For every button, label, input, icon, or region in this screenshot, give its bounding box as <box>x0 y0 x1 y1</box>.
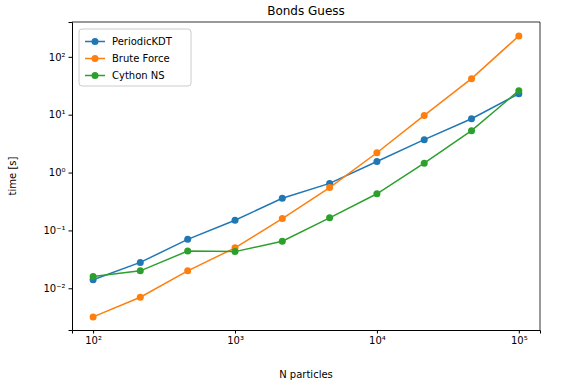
legend: PeriodicKDT Brute Force Cython NS <box>79 29 191 86</box>
legend-marker <box>92 72 99 79</box>
series-line <box>93 94 519 280</box>
series-marker <box>468 115 475 122</box>
series-marker <box>326 214 333 221</box>
y-axis: 10⁻² 10⁻¹ 10⁰ 10¹ 10² <box>43 23 72 331</box>
x-tick: 10⁵ <box>511 330 528 346</box>
x-tick-label: 10⁴ <box>369 335 386 346</box>
series-marker <box>373 149 380 156</box>
y-tick-label: 10⁻² <box>43 283 65 294</box>
x-axis-title: N particles <box>279 369 333 380</box>
plot-area: 10² 10³ 10⁴ 10⁵ 10⁻² 10⁻¹ 10⁰ 10¹ 10² PeriodicKDT… <box>43 22 540 346</box>
series-marker <box>373 158 380 165</box>
x-tick-mark <box>377 330 378 334</box>
x-tick-label: 10² <box>85 335 102 346</box>
y-tick: 10² <box>49 52 72 63</box>
legend-label: Cython NS <box>112 70 165 81</box>
y-tick: 10⁰ <box>49 167 72 178</box>
y-tick-label: 10² <box>49 52 66 63</box>
series-marker <box>421 136 428 143</box>
legend-item: Brute Force <box>85 53 170 64</box>
x-axis: 10² 10³ 10⁴ 10⁵ <box>73 330 541 346</box>
series-marker <box>421 112 428 119</box>
series-marker <box>515 87 522 94</box>
x-tick-label: 10⁵ <box>511 335 528 346</box>
series-marker <box>137 267 144 274</box>
y-tick-mark <box>69 288 73 289</box>
y-tick: 10⁻¹ <box>43 225 72 236</box>
chart: 10² 10³ 10⁴ 10⁵ 10⁻² 10⁻¹ 10⁰ 10¹ 10² PeriodicKDT… <box>0 0 578 388</box>
y-axis-line <box>69 23 73 331</box>
legend-label: PeriodicKDT <box>112 36 173 47</box>
series-marker <box>232 248 239 255</box>
x-tick-mark <box>235 330 236 334</box>
series-marker <box>279 195 286 202</box>
series-marker <box>279 215 286 222</box>
y-tick-mark <box>69 230 73 231</box>
y-tick-label: 10¹ <box>49 109 66 120</box>
y-tick: 10⁻² <box>43 283 72 294</box>
legend-marker <box>92 38 99 45</box>
x-tick-label: 10³ <box>227 335 244 346</box>
x-axis-line <box>73 331 541 334</box>
series-marker <box>137 259 144 266</box>
series-marker <box>184 267 191 274</box>
y-tick: 10¹ <box>49 109 72 120</box>
series-marker <box>421 160 428 167</box>
frame-right <box>540 22 541 330</box>
series-marker <box>90 273 97 280</box>
series-marker <box>373 190 380 197</box>
series-line <box>93 91 519 277</box>
x-tick: 10⁴ <box>369 330 386 346</box>
x-tick-mark <box>519 330 520 334</box>
series-marker <box>468 127 475 134</box>
legend-item: Cython NS <box>85 70 165 81</box>
series-group <box>90 32 523 320</box>
series-marker <box>279 238 286 245</box>
series-marker <box>184 236 191 243</box>
series-marker <box>184 248 191 255</box>
y-tick-mark <box>69 173 73 174</box>
legend-box <box>79 29 191 86</box>
series-marker <box>232 217 239 224</box>
legend-label: Brute Force <box>112 53 170 64</box>
frame-top <box>72 22 540 23</box>
series-marker <box>515 32 522 39</box>
x-tick-mark <box>93 330 94 334</box>
y-tick-label: 10⁻¹ <box>43 225 65 236</box>
y-tick-mark <box>69 57 73 58</box>
series-marker <box>326 184 333 191</box>
x-tick: 10² <box>85 330 102 346</box>
legend-marker <box>92 55 99 62</box>
x-tick: 10³ <box>227 330 244 346</box>
y-tick-mark <box>69 115 73 116</box>
y-tick-label: 10⁰ <box>49 167 66 178</box>
legend-item: PeriodicKDT <box>85 36 173 47</box>
series-line <box>93 36 519 317</box>
y-axis-title: time [s] <box>7 157 18 196</box>
series-marker <box>90 313 97 320</box>
series-marker <box>468 75 475 82</box>
series-marker <box>137 294 144 301</box>
title: Bonds Guess <box>267 4 345 18</box>
